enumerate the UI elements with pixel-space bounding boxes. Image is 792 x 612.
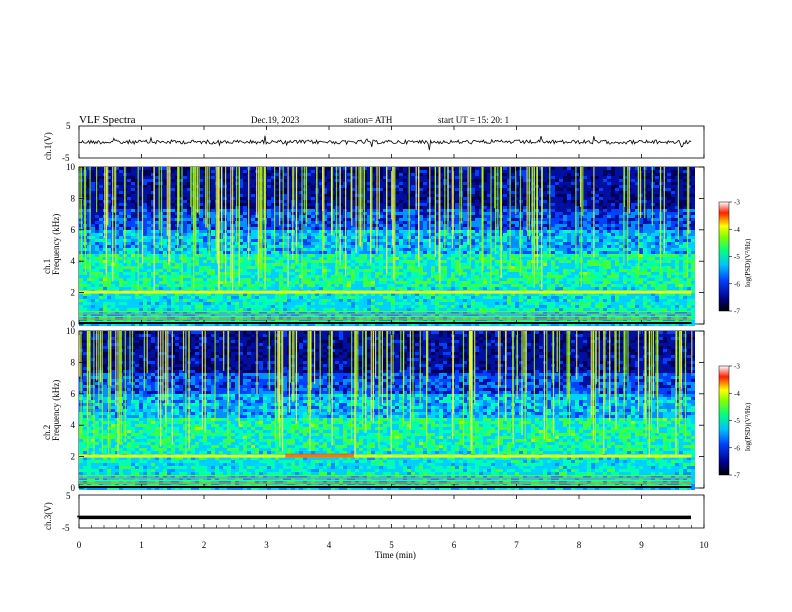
figure-title: VLF Spectra xyxy=(79,114,136,126)
xaxis-label: Time (min) xyxy=(375,550,416,560)
spectrogram-ytick: 0 xyxy=(71,319,76,329)
colorbar-tick: -5 xyxy=(734,417,740,425)
colorbar-tick: -5 xyxy=(734,253,740,261)
ch3-ytick-bottom: -5 xyxy=(62,523,70,533)
ch2-spectrogram-image xyxy=(79,331,695,490)
ch1-ytick-bottom: -5 xyxy=(62,153,70,163)
date-label: Dec.19, 2023 xyxy=(251,115,300,125)
time-axis: 0 1 2 3 4 5 6 7 8 9 10 xyxy=(77,126,709,550)
spectrogram-ytick: 8 xyxy=(71,193,76,203)
colorbar-tick: -4 xyxy=(734,226,740,234)
colorbar-tick: -7 xyxy=(734,472,740,480)
ch2-ylabel: Frequency (kHz) xyxy=(51,380,61,441)
spectrogram-ytick: 6 xyxy=(71,225,76,235)
xaxis-tick: 8 xyxy=(577,540,582,550)
xaxis-tick: 4 xyxy=(327,540,332,550)
colorbar-tick: -4 xyxy=(734,390,740,398)
spectrogram-ytick: 2 xyxy=(71,452,76,462)
ch3-ytick-top: 5 xyxy=(66,491,71,501)
xaxis-tick: 6 xyxy=(452,540,457,550)
spectrogram-ytick: 8 xyxy=(71,357,76,367)
xaxis-tick: 9 xyxy=(639,540,644,550)
spectrogram-ytick: 4 xyxy=(71,256,76,266)
start-time-label: start UT = 15: 20: 1 xyxy=(438,115,509,125)
station-label: station= ATH xyxy=(344,115,393,125)
ch1-spectrogram-image xyxy=(79,167,695,326)
spectrogram-ytick: 4 xyxy=(71,420,76,430)
ch1-waveform-panel: 5 -5 ch.1(V) xyxy=(43,121,705,163)
spectrogram-ytick: 10 xyxy=(66,326,76,336)
ch2-colorbar-label: log(PSD)(V²/Hz) xyxy=(744,402,752,451)
xaxis-tick: 7 xyxy=(514,540,519,550)
xaxis-tick: 0 xyxy=(77,540,82,550)
ch3-ylabel: ch.3(V) xyxy=(43,502,53,530)
xaxis-tick: 5 xyxy=(389,540,394,550)
spectrogram-ytick: 6 xyxy=(71,389,76,399)
ch1-waveform-line xyxy=(78,135,692,151)
xaxis-tick: 10 xyxy=(700,540,710,550)
ch1-ylabel: ch.1(V) xyxy=(43,132,53,160)
spectrogram-ytick: 2 xyxy=(71,288,76,298)
spectrogram-ytick: 0 xyxy=(71,483,76,493)
colorbar-tick: -6 xyxy=(734,444,740,452)
ch2-colorbar: -3 -4 -5 -6 -7 log(PSD)(V²/Hz) xyxy=(718,363,752,480)
ch1-colorbar-label: log(PSD)(V²/Hz) xyxy=(744,238,752,287)
xaxis-tick: 3 xyxy=(264,540,269,550)
ch1-colorbar: -3 -4 -5 -6 -7 log(PSD)(V²/Hz) xyxy=(718,199,752,316)
ch1-spectrogram-panel: 0 2 4 6 8 10 ch.1 Frequency (kHz) xyxy=(42,162,705,329)
xaxis-tick: 1 xyxy=(139,540,144,550)
ch3-waveform-panel: 5 -5 ch.3(V) xyxy=(43,491,705,533)
ch1-ytick-top: 5 xyxy=(66,121,71,131)
spectrogram-ytick: 10 xyxy=(66,162,76,172)
ch2-spectrogram-panel: 0 2 4 6 8 10 ch.2 Frequency (kHz) xyxy=(42,326,705,493)
xaxis-tick: 2 xyxy=(202,540,207,550)
ch1-ylabel: Frequency (kHz) xyxy=(51,214,61,275)
colorbar-tick: -3 xyxy=(734,363,740,371)
ch2-channel-label: ch.2 xyxy=(42,425,52,440)
colorbar-tick: -6 xyxy=(734,280,740,288)
ch1-channel-label: ch.1 xyxy=(42,259,52,274)
colorbar-tick: -7 xyxy=(734,308,740,316)
colorbar-tick: -3 xyxy=(734,199,740,207)
